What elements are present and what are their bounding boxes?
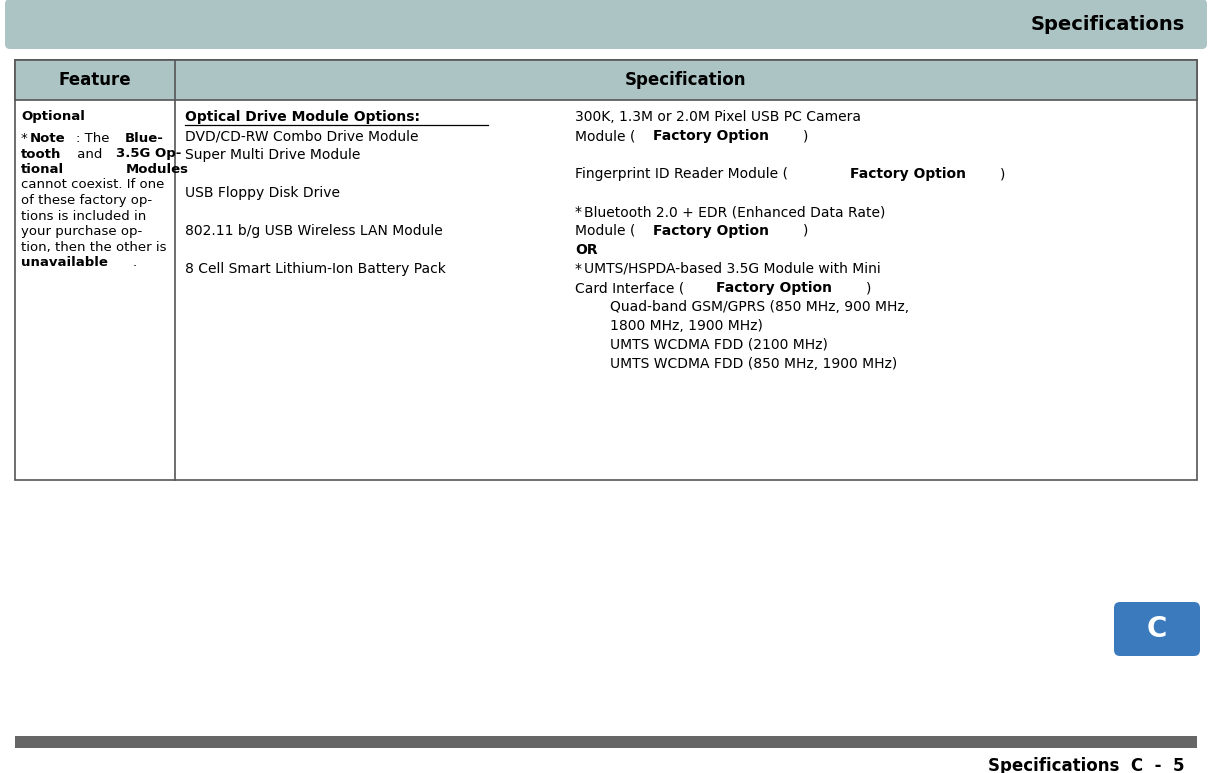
Text: Card Interface (: Card Interface ( <box>574 281 685 295</box>
Text: Factory Option: Factory Option <box>653 129 768 143</box>
Text: Factory Option: Factory Option <box>850 167 966 181</box>
Text: UMTS WCDMA FDD (850 MHz, 1900 MHz): UMTS WCDMA FDD (850 MHz, 1900 MHz) <box>574 357 897 371</box>
Text: Blue-: Blue- <box>125 132 164 145</box>
Text: tooth: tooth <box>21 148 62 161</box>
Text: Fingerprint ID Reader Module (: Fingerprint ID Reader Module ( <box>574 167 788 181</box>
Text: Super Multi Drive Module: Super Multi Drive Module <box>185 148 360 162</box>
Text: ): ) <box>865 281 871 295</box>
Text: and: and <box>73 148 107 161</box>
Text: Modules: Modules <box>126 163 189 176</box>
Text: Optical Drive Module Options:: Optical Drive Module Options: <box>185 110 421 124</box>
Text: OR: OR <box>574 243 598 257</box>
Text: tion, then the other is: tion, then the other is <box>21 240 166 254</box>
Text: ): ) <box>1000 167 1005 181</box>
Text: Bluetooth 2.0 + EDR (Enhanced Data Rate): Bluetooth 2.0 + EDR (Enhanced Data Rate) <box>584 205 886 219</box>
FancyBboxPatch shape <box>15 60 1197 100</box>
Text: UMTS WCDMA FDD (2100 MHz): UMTS WCDMA FDD (2100 MHz) <box>574 338 828 352</box>
Text: unavailable: unavailable <box>21 256 108 269</box>
Text: USB Floppy Disk Drive: USB Floppy Disk Drive <box>185 186 341 200</box>
FancyBboxPatch shape <box>1114 602 1200 656</box>
Text: UMTS/HSPDA-based 3.5G Module with Mini: UMTS/HSPDA-based 3.5G Module with Mini <box>584 262 881 276</box>
Text: Quad-band GSM/GPRS (850 MHz, 900 MHz,: Quad-band GSM/GPRS (850 MHz, 900 MHz, <box>574 300 909 314</box>
Text: 1800 MHz, 1900 MHz): 1800 MHz, 1900 MHz) <box>574 319 762 333</box>
Text: your purchase op-: your purchase op- <box>21 225 142 238</box>
Text: of these factory op-: of these factory op- <box>21 194 153 207</box>
Text: 802.11 b/g USB Wireless LAN Module: 802.11 b/g USB Wireless LAN Module <box>185 224 442 238</box>
Text: 3.5G Op-: 3.5G Op- <box>116 148 182 161</box>
Text: Factory Option: Factory Option <box>653 224 768 238</box>
Text: Module (: Module ( <box>574 129 635 143</box>
Text: cannot coexist. If one: cannot coexist. If one <box>21 179 165 192</box>
Text: 8 Cell Smart Lithium-Ion Battery Pack: 8 Cell Smart Lithium-Ion Battery Pack <box>185 262 446 276</box>
FancyBboxPatch shape <box>15 736 1197 748</box>
Text: Specification: Specification <box>625 71 747 89</box>
Text: *: * <box>21 132 28 145</box>
Text: .: . <box>133 256 137 269</box>
Text: 300K, 1.3M or 2.0M Pixel USB PC Camera: 300K, 1.3M or 2.0M Pixel USB PC Camera <box>574 110 861 124</box>
Text: Optional: Optional <box>21 110 85 123</box>
FancyBboxPatch shape <box>5 0 1207 49</box>
Text: Module (: Module ( <box>574 224 635 238</box>
Text: Specifications  C  -  5: Specifications C - 5 <box>989 757 1185 773</box>
Text: *: * <box>574 262 582 276</box>
Text: Feature: Feature <box>58 71 131 89</box>
Text: *: * <box>574 205 582 219</box>
FancyBboxPatch shape <box>15 60 1197 480</box>
Text: Note: Note <box>30 132 65 145</box>
Text: tions is included in: tions is included in <box>21 209 147 223</box>
Text: tional: tional <box>21 163 64 176</box>
Text: C: C <box>1147 615 1167 643</box>
Text: DVD/CD-RW Combo Drive Module: DVD/CD-RW Combo Drive Module <box>185 129 418 143</box>
Text: Factory Option: Factory Option <box>716 281 831 295</box>
Text: ): ) <box>802 129 808 143</box>
Text: Specifications: Specifications <box>1030 15 1185 35</box>
Text: ): ) <box>802 224 808 238</box>
Text: : The: : The <box>75 132 114 145</box>
